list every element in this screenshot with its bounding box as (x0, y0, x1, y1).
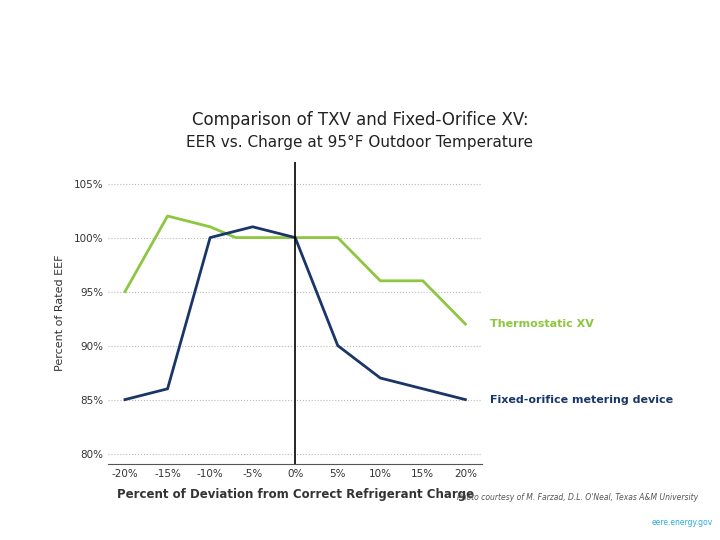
Y-axis label: Percent of Rated EEF: Percent of Rated EEF (55, 255, 66, 372)
Text: eere.energy.gov: eere.energy.gov (652, 518, 713, 527)
Text: Thermostatic XV: Thermostatic XV (490, 319, 593, 329)
Text: Refrigerant Charge Effects EER: Refrigerant Charge Effects EER (14, 23, 429, 47)
Text: 41 | WEATHERIZATION ASSISTANCE PROGRAM STANDARDIZED CURRICULUM – December 2012: 41 | WEATHERIZATION ASSISTANCE PROGRAM S… (7, 519, 351, 526)
Text: Photo courtesy of M. Farzad, D.L. O'Neal, Texas A&M University: Photo courtesy of M. Farzad, D.L. O'Neal… (457, 493, 698, 502)
Text: COOLING MEASURES: COOLING MEASURES (13, 80, 126, 90)
Text: EER vs. Charge at 95°F Outdoor Temperature: EER vs. Charge at 95°F Outdoor Temperatu… (186, 135, 534, 150)
X-axis label: Percent of Deviation from Correct Refrigerant Charge: Percent of Deviation from Correct Refrig… (117, 488, 474, 501)
Text: Fixed-orifice metering device: Fixed-orifice metering device (490, 395, 672, 404)
Text: Renewable Energy: Renewable Energy (583, 43, 667, 52)
Text: U.S. DEPARTMENT OF: U.S. DEPARTMENT OF (479, 17, 553, 23)
Text: Comparison of TXV and Fixed-Orifice XV:: Comparison of TXV and Fixed-Orifice XV: (192, 111, 528, 129)
Text: Energy Efficiency &: Energy Efficiency & (583, 20, 672, 29)
Text: ENERGY: ENERGY (479, 35, 554, 52)
